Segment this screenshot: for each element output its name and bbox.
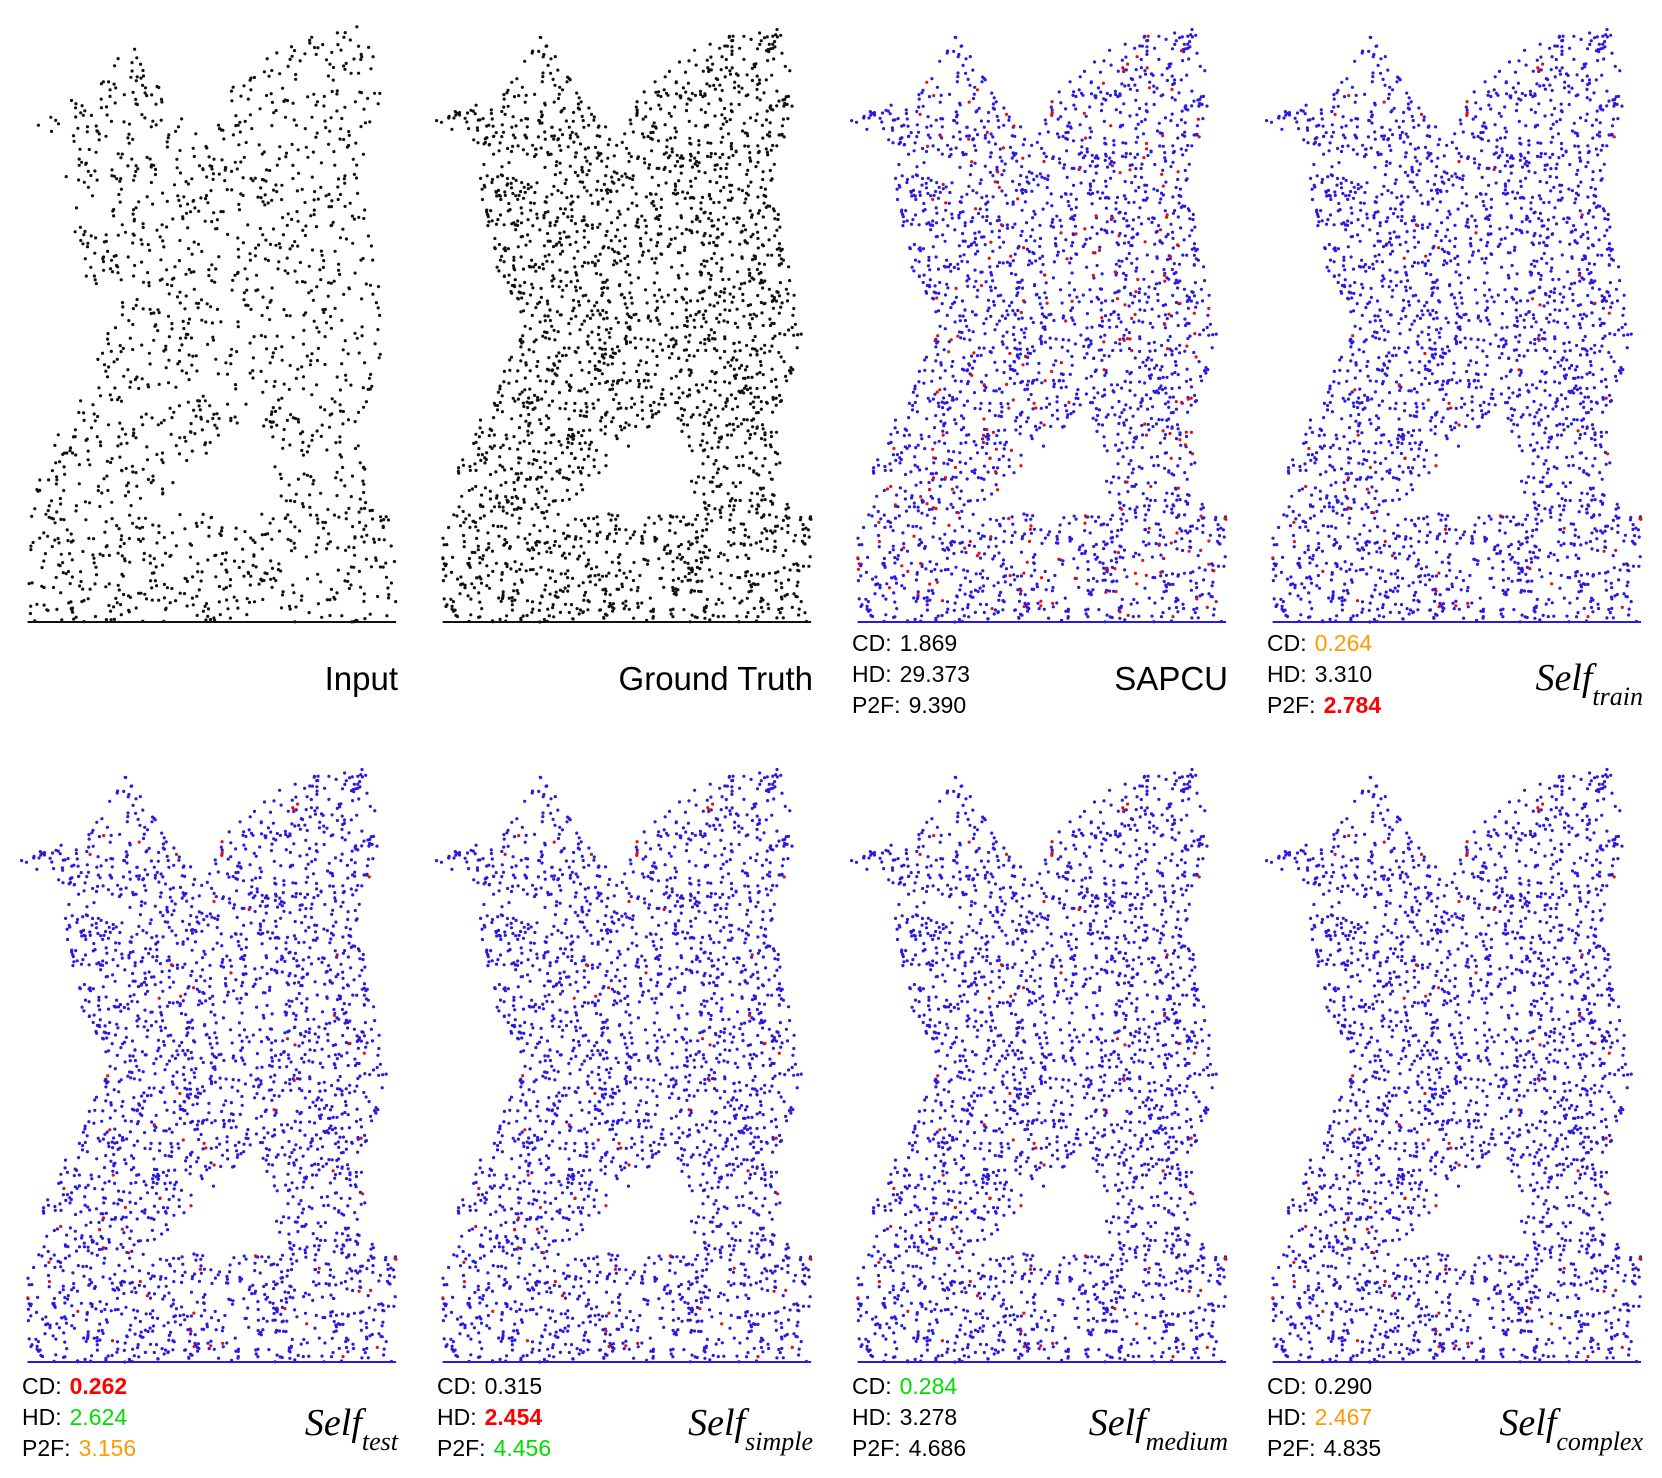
point-cloud bbox=[435, 27, 813, 624]
metric-value: 2.624 bbox=[70, 1404, 128, 1430]
metric-value: 3.310 bbox=[1315, 661, 1373, 687]
metric-value: 0.290 bbox=[1315, 1373, 1373, 1399]
metric-value: 2.784 bbox=[1324, 692, 1382, 718]
metric-value: 2.454 bbox=[485, 1404, 543, 1430]
panel: Ground Truth bbox=[435, 27, 813, 697]
metric-value: 1.869 bbox=[900, 630, 958, 656]
metric: HD: 2.624 bbox=[22, 1404, 127, 1430]
label-subscript: train bbox=[1592, 682, 1643, 711]
point-cloud-error bbox=[26, 802, 398, 1363]
panel: Selftrain CD: 0.264 HD: 3.310 P2F: 2.784 bbox=[1265, 27, 1643, 718]
point-cloud bbox=[1265, 767, 1643, 1364]
metric: P2F: 4.456 bbox=[437, 1435, 551, 1461]
metric: P2F: 4.835 bbox=[1267, 1435, 1381, 1461]
label-subscript: complex bbox=[1556, 1427, 1643, 1456]
metric-value: 0.315 bbox=[485, 1373, 543, 1399]
metric: CD: 0.262 bbox=[22, 1373, 127, 1399]
panel-label: Selfsimple bbox=[688, 1402, 813, 1456]
metric: HD: 3.310 bbox=[1267, 661, 1372, 687]
metric-name: CD: bbox=[852, 1373, 892, 1399]
metric: CD: 0.290 bbox=[1267, 1373, 1372, 1399]
label-text: Self bbox=[1089, 1402, 1150, 1444]
point-cloud-error bbox=[856, 802, 1228, 1363]
metric: P2F: 9.390 bbox=[852, 692, 966, 718]
label-text: Self bbox=[688, 1402, 749, 1444]
metric-value: 4.686 bbox=[909, 1435, 967, 1461]
point-cloud-error bbox=[1271, 62, 1643, 623]
panel-label: Selfcomplex bbox=[1499, 1402, 1643, 1456]
metric-value: 3.278 bbox=[900, 1404, 958, 1430]
metric-name: P2F: bbox=[437, 1435, 486, 1461]
metric-name: HD: bbox=[852, 1404, 892, 1430]
panel-label: Selfmedium bbox=[1089, 1402, 1228, 1456]
metric-value: 3.156 bbox=[79, 1435, 137, 1461]
metric: CD: 0.315 bbox=[437, 1373, 542, 1399]
metric-name: P2F: bbox=[852, 1435, 901, 1461]
point-cloud-error bbox=[1271, 802, 1643, 1363]
metric-value: 9.390 bbox=[909, 692, 967, 718]
label-text: Input bbox=[325, 660, 398, 697]
metric-name: P2F: bbox=[22, 1435, 71, 1461]
label-text: SAPCU bbox=[1114, 660, 1228, 697]
point-cloud-error bbox=[441, 802, 813, 1363]
metric: P2F: 4.686 bbox=[852, 1435, 966, 1461]
panel: Selfsimple CD: 0.315 HD: 2.454 P2F: 4.456 bbox=[435, 767, 813, 1461]
metric: CD: 0.264 bbox=[1267, 630, 1372, 656]
metric-name: HD: bbox=[437, 1404, 477, 1430]
panel: Input bbox=[27, 25, 398, 697]
metric: HD: 2.454 bbox=[437, 1404, 542, 1430]
metric: HD: 3.278 bbox=[852, 1404, 957, 1430]
panel: Selfcomplex CD: 0.290 HD: 2.467 P2F: 4.835 bbox=[1265, 767, 1643, 1461]
metric-name: P2F: bbox=[1267, 1435, 1316, 1461]
point-cloud-error bbox=[856, 34, 1228, 624]
point-cloud bbox=[850, 27, 1228, 624]
label-text: Self bbox=[305, 1402, 366, 1444]
metric-name: HD: bbox=[1267, 1404, 1307, 1430]
metric-value: 2.467 bbox=[1315, 1404, 1373, 1430]
metric-name: P2F: bbox=[1267, 692, 1316, 718]
metric-name: CD: bbox=[852, 630, 892, 656]
label-text: Self bbox=[1499, 1402, 1560, 1444]
metric: CD: 0.284 bbox=[852, 1373, 957, 1399]
metric-name: CD: bbox=[1267, 630, 1307, 656]
metric-name: CD: bbox=[1267, 1373, 1307, 1399]
metric-value: 4.835 bbox=[1324, 1435, 1382, 1461]
point-cloud bbox=[27, 25, 398, 624]
panel-label: SAPCU bbox=[1114, 660, 1228, 697]
metric: P2F: 2.784 bbox=[1267, 692, 1381, 718]
label-text: Ground Truth bbox=[619, 660, 813, 697]
point-cloud bbox=[435, 767, 813, 1364]
point-cloud bbox=[1265, 27, 1643, 624]
metric: CD: 1.869 bbox=[852, 630, 957, 656]
label-subscript: simple bbox=[745, 1427, 813, 1456]
panel-label: Input bbox=[325, 660, 398, 697]
metric-name: P2F: bbox=[852, 692, 901, 718]
panel-label: Selftrain bbox=[1535, 657, 1643, 711]
panel: Selftest CD: 0.262 HD: 2.624 P2F: 3.156 bbox=[20, 767, 399, 1461]
metric-value: 4.456 bbox=[494, 1435, 552, 1461]
metric-name: CD: bbox=[22, 1373, 62, 1399]
label-subscript: medium bbox=[1146, 1427, 1228, 1456]
metric-name: HD: bbox=[22, 1404, 62, 1430]
point-cloud bbox=[850, 767, 1228, 1364]
metric-value: 0.262 bbox=[70, 1373, 128, 1399]
metric-name: HD: bbox=[852, 661, 892, 687]
panel-label: Selftest bbox=[305, 1402, 399, 1456]
metric: HD: 29.373 bbox=[852, 661, 970, 687]
metric-name: CD: bbox=[437, 1373, 477, 1399]
point-cloud bbox=[20, 767, 398, 1364]
metric-name: HD: bbox=[1267, 661, 1307, 687]
label-subscript: test bbox=[362, 1427, 399, 1456]
metric-value: 0.264 bbox=[1315, 630, 1373, 656]
metric-value: 29.373 bbox=[900, 661, 970, 687]
panel: Selfmedium CD: 0.284 HD: 3.278 P2F: 4.686 bbox=[850, 767, 1228, 1461]
metric: P2F: 3.156 bbox=[22, 1435, 136, 1461]
label-text: Self bbox=[1535, 657, 1596, 699]
metric-value: 0.284 bbox=[900, 1373, 958, 1399]
metric: HD: 2.467 bbox=[1267, 1404, 1372, 1430]
panel-label: Ground Truth bbox=[619, 660, 813, 697]
panel: SAPCU CD: 1.869 HD: 29.373 P2F: 9.390 bbox=[850, 27, 1228, 718]
